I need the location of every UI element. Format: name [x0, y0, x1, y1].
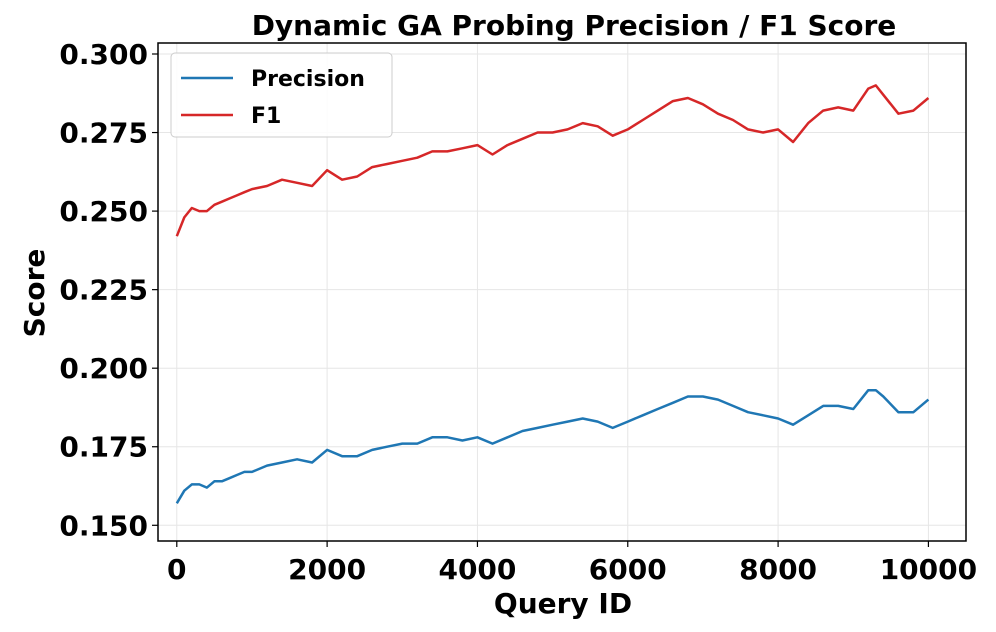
legend-label-f1: F1: [251, 104, 281, 129]
legend-box: [170, 52, 393, 138]
y-axis-label: Score: [18, 249, 51, 338]
x-tick-label: 8000: [739, 553, 817, 586]
y-tick-label: 0.200: [59, 352, 148, 385]
series-line-f1: [175, 84, 930, 237]
chart-title: Dynamic GA Probing Precision / F1 Score: [252, 9, 897, 42]
legend-label-precision: Precision: [251, 67, 365, 92]
x-tick-label: 2000: [288, 553, 366, 586]
y-tick-label: 0.300: [59, 38, 148, 71]
ticks: 0 2000 4000 6000 8000 10000 0.150 0.175 0.200 0.2…: [59, 38, 977, 586]
x-tick-label: 10000: [880, 553, 977, 586]
series-layer: [175, 84, 930, 504]
plot-frame: [157, 42, 967, 542]
x-tick-label: 6000: [589, 553, 667, 586]
x-tick-label: 4000: [438, 553, 516, 586]
y-tick-label: 0.150: [59, 509, 148, 542]
y-tick-label: 0.225: [59, 274, 148, 307]
series-line-precision: [175, 388, 930, 504]
legend: Precision F1: [170, 52, 393, 138]
x-axis-label: Query ID: [494, 587, 632, 620]
y-tick-label: 0.275: [59, 117, 148, 150]
y-tick-label: 0.250: [59, 195, 148, 228]
x-tick-label: 0: [167, 553, 186, 586]
y-tick-label: 0.175: [59, 431, 148, 464]
